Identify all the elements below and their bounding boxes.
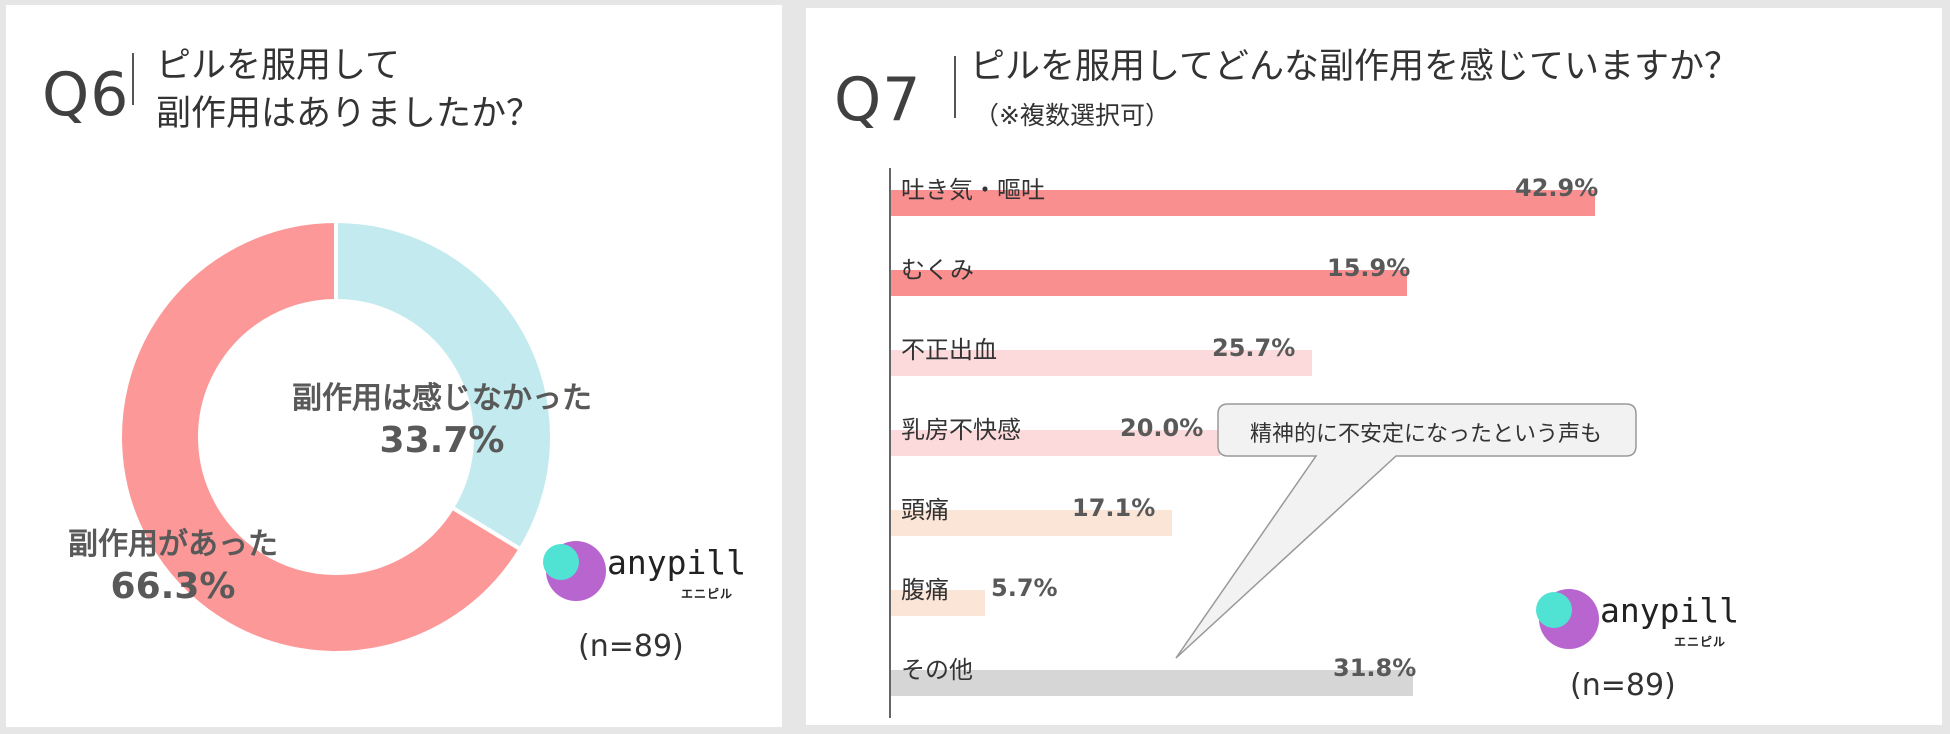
anypill-logo-word: anypill bbox=[1600, 591, 1740, 630]
anypill-logo-icon bbox=[543, 541, 606, 601]
q7-callout-text: 精神的に不安定になったという声も bbox=[1250, 422, 1603, 447]
anypill-logo: anypill エニピル bbox=[531, 535, 771, 605]
bar-4 bbox=[891, 510, 1172, 536]
donut-slice-0 bbox=[334, 218, 554, 553]
q6-label-no-side-effect: 副作用は感じなかった 33.7% bbox=[292, 379, 592, 463]
bar-value-2: 25.7% bbox=[1212, 334, 1296, 362]
q6-title-divider bbox=[132, 53, 134, 105]
q6-donut-chart bbox=[118, 218, 554, 655]
q6-label-no-side-effect-value: 33.7% bbox=[379, 420, 505, 461]
bar-label-5: 腹痛 bbox=[901, 576, 949, 604]
bar-value-1: 15.9% bbox=[1327, 254, 1411, 282]
q6-label-had-side-effect-value: 66.3% bbox=[110, 566, 236, 607]
q6-title-line2: 副作用はありましたか？ bbox=[156, 94, 542, 134]
q7-callout-bubble bbox=[1175, 403, 1637, 659]
q6-title-line1: ピルを服用して bbox=[156, 46, 400, 86]
q6-label-no-side-effect-name: 副作用は感じなかった bbox=[292, 381, 592, 416]
q7-category-axis bbox=[889, 168, 891, 718]
q6-label-had-side-effect: 副作用があった 66.3% bbox=[68, 525, 278, 609]
q7-panel: Q7 ピルを服用してどんな副作用を感じていますか？ （※複数選択可） 吐き気・嘔… bbox=[806, 8, 1942, 725]
bar-1 bbox=[891, 270, 1407, 296]
bar-value-4: 17.1% bbox=[1072, 494, 1156, 522]
bar-5 bbox=[891, 590, 985, 616]
q7-subtitle: （※複数選択可） bbox=[974, 101, 1170, 130]
q7-title: ピルを服用してどんな副作用を感じていますか？ bbox=[970, 47, 1739, 87]
q6-label-had-side-effect-name: 副作用があった bbox=[68, 527, 278, 562]
bar-label-4: 頭痛 bbox=[901, 496, 949, 524]
q6-number: Q6 bbox=[42, 60, 130, 130]
q7-title-divider bbox=[954, 56, 956, 118]
bar-value-6: 31.8% bbox=[1333, 654, 1417, 682]
anypill-logo-icon bbox=[1536, 589, 1599, 649]
anypill-logo-q7: anypill エニピル bbox=[1524, 583, 1764, 653]
bar-0 bbox=[891, 190, 1595, 216]
anypill-logo-word: anypill bbox=[607, 543, 747, 582]
q6-sample-size: (n=89) bbox=[578, 629, 684, 664]
bar-value-3: 20.0% bbox=[1120, 414, 1204, 442]
bar-6 bbox=[891, 670, 1413, 696]
bar-label-3: 乳房不快感 bbox=[901, 416, 1021, 444]
bar-3 bbox=[891, 430, 1220, 456]
bar-label-6: その他 bbox=[901, 656, 973, 684]
bar-2 bbox=[891, 350, 1312, 376]
bar-label-2: 不正出血 bbox=[901, 336, 997, 364]
anypill-logo-kana: エニピル bbox=[681, 587, 734, 601]
donut-slice-1 bbox=[118, 218, 524, 655]
q6-panel: Q6 ピルを服用して 副作用はありましたか？ 副作用は感じなかった 33.7% … bbox=[6, 5, 782, 727]
bar-label-0: 吐き気・嘔吐 bbox=[901, 176, 1045, 204]
bar-value-0: 42.9% bbox=[1515, 174, 1599, 202]
bar-value-5: 5.7% bbox=[991, 574, 1058, 602]
bar-label-1: むくみ bbox=[901, 256, 974, 284]
q7-sample-size: (n=89) bbox=[1570, 668, 1676, 703]
anypill-logo-kana: エニピル bbox=[1674, 635, 1727, 649]
q7-number: Q7 bbox=[834, 65, 922, 135]
